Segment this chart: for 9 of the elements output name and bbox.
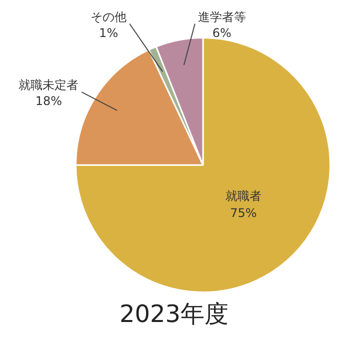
slice-label: 就職未定者 bbox=[18, 78, 79, 92]
data-label: 18% bbox=[35, 94, 62, 108]
data-label: 6% bbox=[212, 26, 232, 40]
data-label: 75% bbox=[230, 206, 257, 220]
text: 2023年度 bbox=[118, 299, 230, 330]
data-label: 1% bbox=[99, 26, 118, 40]
slice-label: 進学者等 bbox=[198, 10, 246, 24]
slice-label: その他 bbox=[90, 10, 127, 24]
slice-label: 就職者 bbox=[225, 189, 262, 204]
